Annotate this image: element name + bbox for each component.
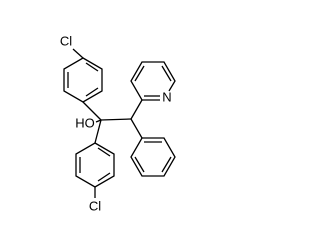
- double-bond: [134, 65, 145, 82]
- bonds: [63, 48, 176, 198]
- bond: [72, 48, 84, 59]
- bond: [82, 101, 102, 121]
- double-bond: [161, 65, 172, 82]
- double-bond: [134, 156, 145, 173]
- atom-label: Cl: [60, 33, 72, 48]
- bond: [100, 118, 132, 121]
- atom-label: HO: [75, 115, 95, 130]
- ring: [75, 142, 115, 188]
- bond: [94, 119, 102, 144]
- double-bond: [85, 62, 99, 72]
- structure: Cl Cl HO N: [60, 33, 176, 213]
- bond: [130, 118, 143, 139]
- double-bond: [161, 156, 172, 173]
- atom-label: Cl: [89, 198, 101, 213]
- bond: [130, 99, 143, 120]
- ring: [130, 137, 176, 177]
- double-bond: [97, 172, 111, 182]
- ring: [130, 61, 176, 101]
- double-bond: [97, 147, 111, 157]
- atom-label: N: [162, 89, 171, 104]
- ring: [63, 57, 103, 103]
- double-bond: [85, 87, 99, 97]
- bond: [95, 119, 102, 123]
